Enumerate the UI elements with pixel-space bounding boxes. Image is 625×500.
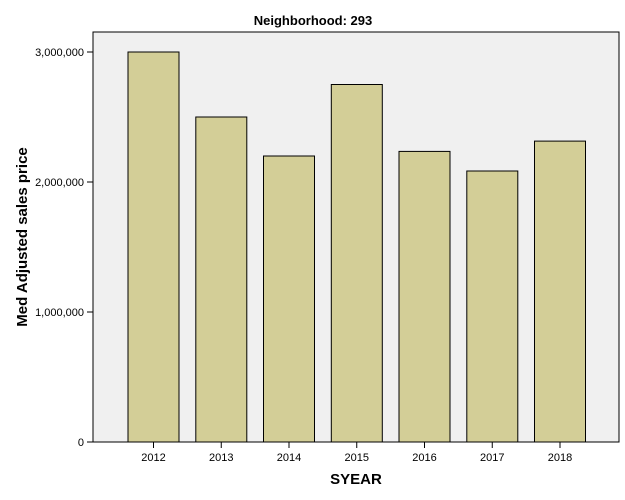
bar-2018 bbox=[534, 140, 586, 443]
x-axis-title: SYEAR bbox=[330, 471, 382, 488]
y-tick-label: 0 bbox=[78, 437, 84, 449]
bar-2012 bbox=[127, 51, 180, 443]
x-tick-label: 2018 bbox=[548, 452, 572, 464]
x-tick-label: 2017 bbox=[480, 452, 504, 464]
x-tick-label: 2016 bbox=[412, 452, 436, 464]
x-tick-label: 2012 bbox=[141, 452, 165, 464]
bar-2016 bbox=[398, 150, 451, 443]
y-tick-label: 1,000,000 bbox=[35, 307, 84, 319]
x-tick-label: 2013 bbox=[209, 452, 233, 464]
x-axis: 2012 2013 2014 2015 2016 2017 2018 bbox=[141, 442, 572, 464]
y-tick-label: 2,000,000 bbox=[35, 177, 84, 189]
y-axis: 0 1,000,000 2,000,000 3,000,000 bbox=[35, 47, 93, 449]
x-tick-label: 2014 bbox=[277, 452, 301, 464]
bar-2014 bbox=[263, 155, 315, 443]
bars-group bbox=[127, 51, 586, 443]
y-axis-title: Med Adjusted sales price bbox=[14, 147, 31, 327]
x-tick-label: 2015 bbox=[345, 452, 369, 464]
chart-title: Neighborhood: 293 bbox=[254, 13, 372, 28]
bar-2017 bbox=[466, 170, 519, 443]
bar-2013 bbox=[195, 116, 248, 443]
y-tick-label: 3,000,000 bbox=[35, 47, 84, 59]
bar-2015 bbox=[330, 84, 383, 443]
